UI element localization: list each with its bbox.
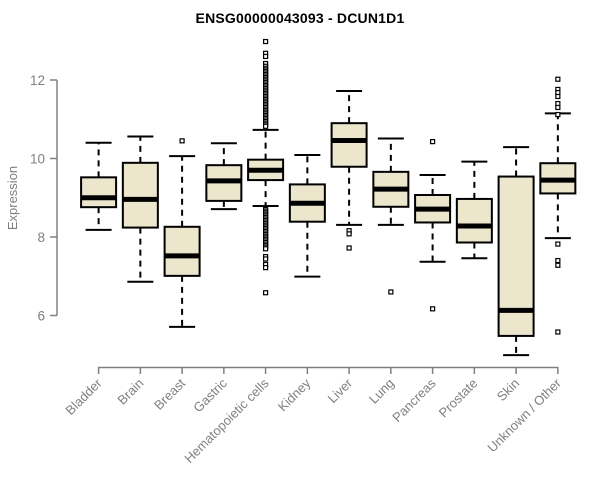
- iqr-box: [455, 197, 493, 244]
- x-axis-category-label: Prostate: [436, 376, 481, 421]
- outlier-point: [555, 111, 561, 118]
- x-axis-category-label: Pancreas: [389, 375, 439, 425]
- x-axis-category-label: Liver: [325, 375, 356, 406]
- outlier-point: [263, 53, 269, 60]
- outlier-point: [263, 256, 269, 262]
- y-axis-tick-label: 6: [37, 309, 45, 324]
- outlier-point: [555, 329, 561, 335]
- x-axis-category-label: Unknown / Other: [484, 375, 564, 455]
- x-axis-category-label: Lung: [366, 376, 397, 407]
- chart-title: ENSG00000043093 - DCUN1D1: [195, 10, 405, 26]
- x-axis-category-label: Brain: [114, 376, 146, 408]
- outlier-point: [346, 245, 352, 251]
- outlier-point: [263, 123, 269, 129]
- boxplot-prostate: [455, 160, 493, 260]
- boxplot-skin: [497, 146, 535, 357]
- y-axis-tick-label: 12: [30, 73, 45, 88]
- boxplot-breast: [163, 138, 201, 328]
- boxplot-kidney: [288, 153, 326, 278]
- x-axis-category-label: Breast: [151, 375, 188, 412]
- outlier-point: [555, 76, 561, 82]
- x-axis-category-label: Bladder: [62, 375, 105, 418]
- boxplot-hematopoietic-cells: [247, 38, 285, 296]
- outlier-point: [263, 246, 269, 252]
- outlier-point: [263, 265, 269, 271]
- iqr-box: [330, 122, 368, 168]
- outlier-point: [555, 257, 561, 264]
- y-axis-tick-label: 8: [37, 230, 45, 245]
- outlier-point: [430, 139, 436, 145]
- boxplot-unknown-other: [539, 76, 577, 335]
- y-axis-title: Expression: [5, 166, 20, 230]
- x-axis-category-label: Gastric: [190, 375, 230, 415]
- boxplot-bladder: [80, 141, 118, 231]
- iqr-box: [163, 225, 201, 277]
- outlier-point: [346, 231, 352, 237]
- y-axis-tick-label: 10: [30, 152, 45, 167]
- x-axis-category-label: Skin: [494, 376, 522, 404]
- x-axis-category-label: Kidney: [275, 375, 314, 414]
- outlier-point: [179, 138, 185, 144]
- iqr-box: [80, 176, 118, 209]
- outlier-point: [555, 241, 561, 247]
- outlier-point: [555, 104, 561, 111]
- outlier-point: [263, 38, 269, 45]
- boxplot-lung: [372, 137, 410, 295]
- boxplot-pancreas: [414, 139, 452, 312]
- outlier-point: [388, 289, 394, 295]
- boxplot-brain: [121, 135, 159, 283]
- boxplot-liver: [330, 89, 368, 251]
- iqr-box: [121, 161, 159, 229]
- outlier-point: [263, 290, 269, 296]
- boxplot-gastric: [205, 142, 243, 211]
- outlier-point: [555, 262, 561, 268]
- outlier-point: [430, 306, 436, 312]
- outlier-point: [555, 93, 561, 100]
